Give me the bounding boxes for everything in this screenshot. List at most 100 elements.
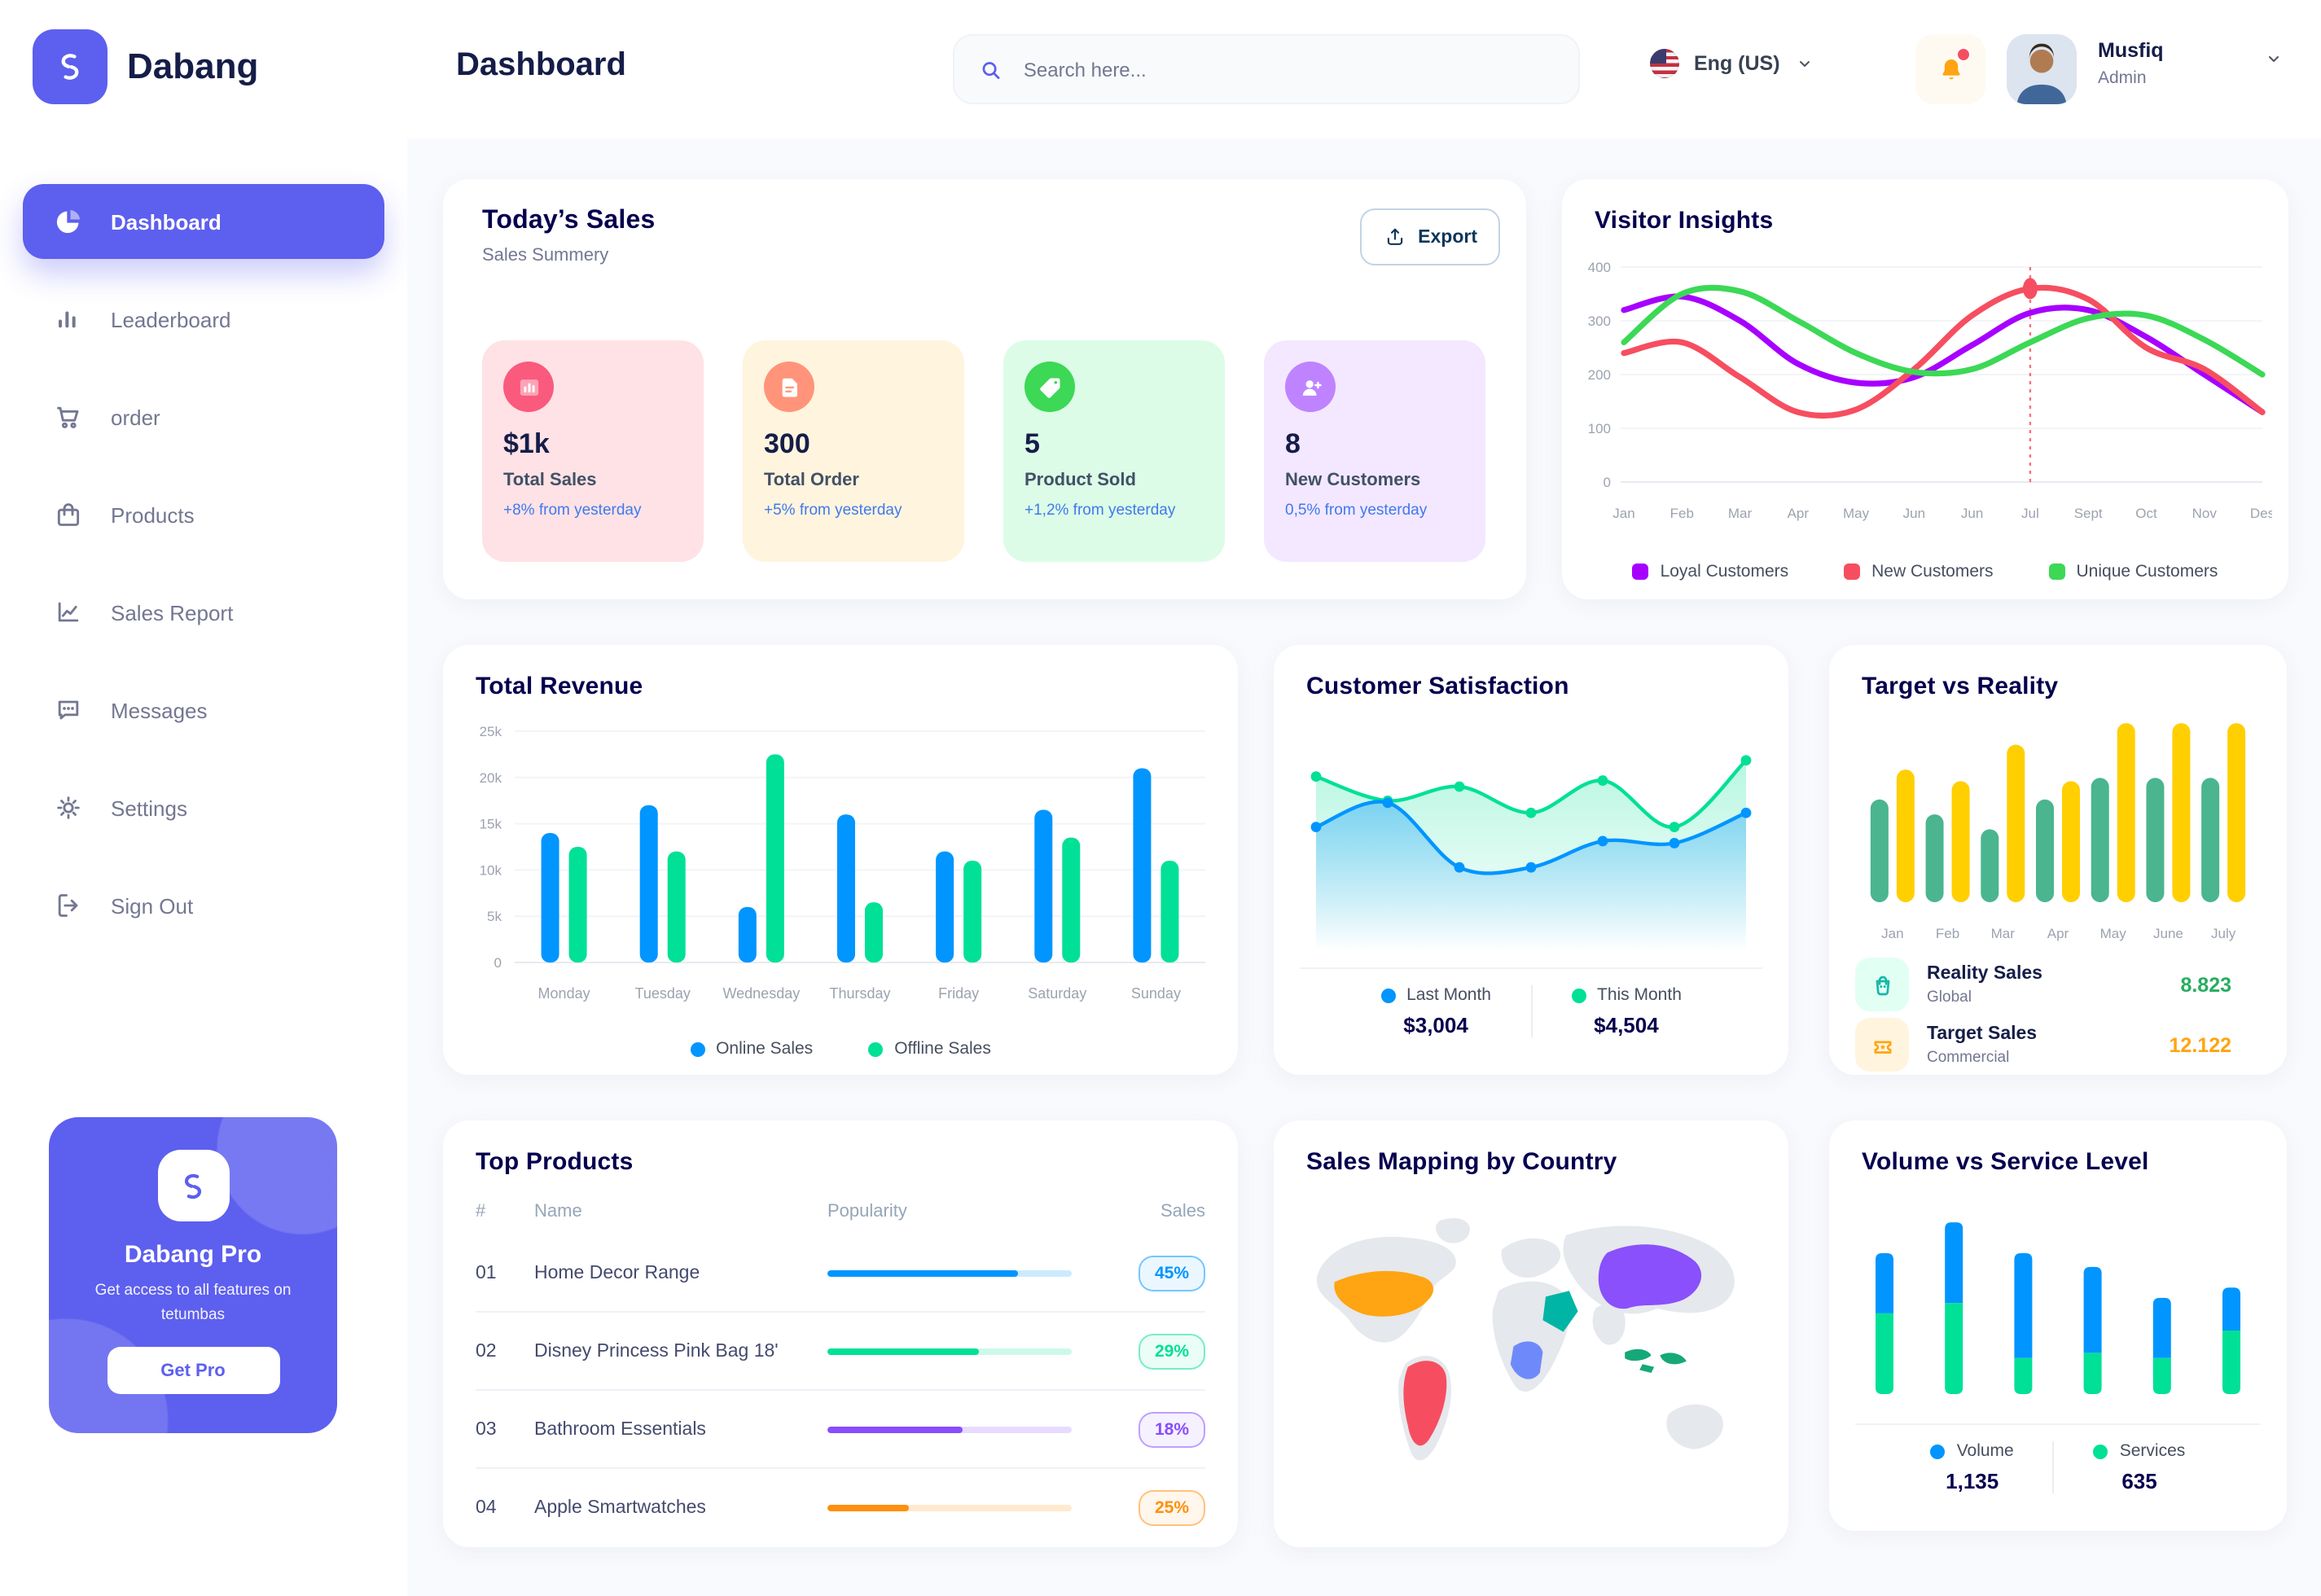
- world-map: [1316, 1217, 1735, 1461]
- popularity-bar: [827, 1426, 1072, 1432]
- country-saudi-arabia[interactable]: [1542, 1291, 1578, 1332]
- target-legend-target-sales: Target Sales Commercial 12.122: [1855, 1018, 2261, 1072]
- sidebar-item-order[interactable]: order: [23, 379, 384, 454]
- new-user-icon: [1285, 362, 1336, 412]
- sidebar-item-label: Sales Report: [111, 600, 234, 625]
- product-number: 04: [476, 1497, 497, 1517]
- today-sales-title: Today’s Sales: [482, 207, 656, 235]
- legend-item-services: Services 635: [2055, 1441, 2225, 1493]
- legend-item-new-customers: New Customers: [1844, 562, 1994, 581]
- sidebar-item-sales-report[interactable]: Sales Report: [23, 575, 384, 650]
- sidebar-item-messages[interactable]: Messages: [23, 673, 384, 748]
- stat-card-total-sales[interactable]: $1k Total Sales +8% from yesterday: [482, 340, 704, 562]
- target-legend-desc: Global: [1927, 988, 1972, 1006]
- svg-text:Sept: Sept: [2074, 506, 2103, 521]
- target-vs-reality-card: Target vs Reality Jan Feb Mar Apr May June Jul…: [1829, 645, 2287, 1075]
- volume-service-card: Volume vs Service Level Volume 1,135 Servi…: [1829, 1120, 2287, 1531]
- pro-title: Dabang Pro: [124, 1241, 262, 1269]
- country-china[interactable]: [1598, 1244, 1702, 1309]
- stat-card-total-order[interactable]: 300 Total Order +5% from yesterday: [743, 340, 964, 562]
- cart-icon: [52, 401, 85, 433]
- legend-dot: [2093, 1444, 2108, 1458]
- legend-dot: [1380, 988, 1396, 1002]
- customer-satisfaction-card: Customer Satisfaction Last Month $3,004 Th…: [1274, 645, 1788, 1075]
- legend-value: $3,004: [1403, 1013, 1468, 1037]
- svg-text:Thursday: Thursday: [829, 985, 890, 1002]
- today-sales-card: Today’s Sales Sales Summery Export $1k To…: [443, 179, 1526, 599]
- popularity-fill: [827, 1348, 979, 1354]
- sidebar-item-settings[interactable]: Settings: [23, 770, 384, 845]
- export-button[interactable]: Export: [1359, 208, 1500, 265]
- customer-satisfaction-chart: [1310, 755, 1752, 951]
- stat-delta: 0,5% from yesterday: [1285, 502, 1428, 520]
- popularity-bar: [827, 1348, 1072, 1354]
- legend-item-unique-customers: Unique Customers: [2048, 562, 2218, 581]
- total-revenue-chart: 0 5k 10k 15k 20k 25k Monday Tuesday Wednesday Thu…: [480, 724, 1205, 1002]
- revenue-legend: Online Sales Offline Sales: [443, 1039, 1238, 1059]
- sidebar-item-label: Dashboard: [111, 209, 222, 234]
- legend-label: Loyal Customers: [1660, 562, 1789, 581]
- legend-item-volume: Volume 1,135: [1892, 1441, 2053, 1493]
- svg-text:300: 300: [1588, 314, 1611, 329]
- svg-text:Oct: Oct: [2135, 506, 2157, 521]
- visitor-insights-title: Visitor Insights: [1595, 207, 1774, 235]
- country-united-states[interactable]: [1334, 1270, 1434, 1317]
- main-content: Today’s Sales Sales Summery Export $1k To…: [407, 138, 2321, 1596]
- get-pro-button[interactable]: Get Pro: [107, 1347, 279, 1395]
- svg-text:Friday: Friday: [938, 985, 979, 1002]
- country-dr-congo[interactable]: [1510, 1341, 1543, 1379]
- svg-text:Jan: Jan: [1612, 506, 1634, 521]
- svg-text:0: 0: [1604, 475, 1611, 490]
- country-indonesia[interactable]: [1625, 1348, 1687, 1373]
- notifications-button[interactable]: [1915, 34, 1985, 104]
- bar-chart-icon: [52, 303, 85, 335]
- target-legend-value: 8.823: [2180, 973, 2231, 996]
- visitor-legend: Loyal Customers New Customers Unique Custo…: [1562, 562, 2288, 581]
- pro-subtitle: Get access to all features on tetumbas: [94, 1282, 292, 1324]
- today-sales-subtitle: Sales Summery: [482, 246, 609, 265]
- svg-text:Feb: Feb: [1936, 926, 1959, 941]
- legend-value: $4,504: [1594, 1013, 1659, 1037]
- sidebar-item-label: Messages: [111, 698, 208, 722]
- search-input[interactable]: [1020, 56, 1555, 82]
- user-menu-chevron-icon[interactable]: [2264, 49, 2284, 68]
- order-icon: [764, 362, 814, 412]
- stat-card-new-customers[interactable]: 8 New Customers 0,5% from yesterday: [1264, 340, 1485, 562]
- sidebar-item-sign-out[interactable]: Sign Out: [23, 868, 384, 943]
- customer-satisfaction-title: Customer Satisfaction: [1306, 673, 1569, 700]
- legend-dot: [690, 1041, 705, 1056]
- target-legend-name: Reality Sales: [1927, 963, 2042, 983]
- sidebar-item-dashboard[interactable]: Dashboard: [23, 184, 384, 259]
- target-legend-name: Target Sales: [1927, 1024, 2038, 1043]
- legend-divider: [2052, 1441, 2055, 1493]
- total-revenue-card: Total Revenue 0 5k 10k 15k 20k 25k Monday Tuesd…: [443, 645, 1238, 1075]
- svg-text:Jun: Jun: [1903, 506, 1925, 521]
- legend-label: Online Sales: [716, 1039, 814, 1059]
- stat-label: Total Order: [764, 471, 859, 490]
- message-icon: [52, 694, 85, 726]
- sidebar-item-products[interactable]: Products: [23, 477, 384, 552]
- col-number: #: [476, 1202, 486, 1221]
- language-selector[interactable]: Eng (US): [1650, 49, 1814, 78]
- sales-badge: 29%: [1138, 1333, 1205, 1369]
- svg-text:Mar: Mar: [1728, 506, 1753, 521]
- svg-text:400: 400: [1588, 260, 1611, 275]
- product-name: Home Decor Range: [534, 1263, 700, 1282]
- country-brazil[interactable]: [1403, 1361, 1447, 1446]
- legend-label: New Customers: [1871, 562, 1994, 581]
- avatar[interactable]: [2007, 34, 2077, 104]
- product-name: Apple Smartwatches: [534, 1497, 706, 1517]
- svg-text:5k: 5k: [487, 909, 502, 924]
- landmass-australia: [1666, 1404, 1723, 1449]
- stat-cards-row: $1k Total Sales +8% from yesterday 300 Total…: [482, 340, 1485, 562]
- legend-swatch: [1632, 563, 1649, 580]
- language-label: Eng (US): [1694, 52, 1780, 75]
- sidebar-item-leaderboard[interactable]: Leaderboard: [23, 282, 384, 357]
- stat-label: Product Sold: [1024, 471, 1136, 490]
- search-bar[interactable]: [953, 34, 1580, 104]
- divider: [1855, 1423, 2261, 1425]
- legend-swatch: [1844, 563, 1861, 580]
- pro-promo-card: Dabang Pro Get access to all features on…: [49, 1117, 337, 1433]
- stat-card-product-sold[interactable]: 5 Product Sold +1,2% from yesterday: [1003, 340, 1225, 562]
